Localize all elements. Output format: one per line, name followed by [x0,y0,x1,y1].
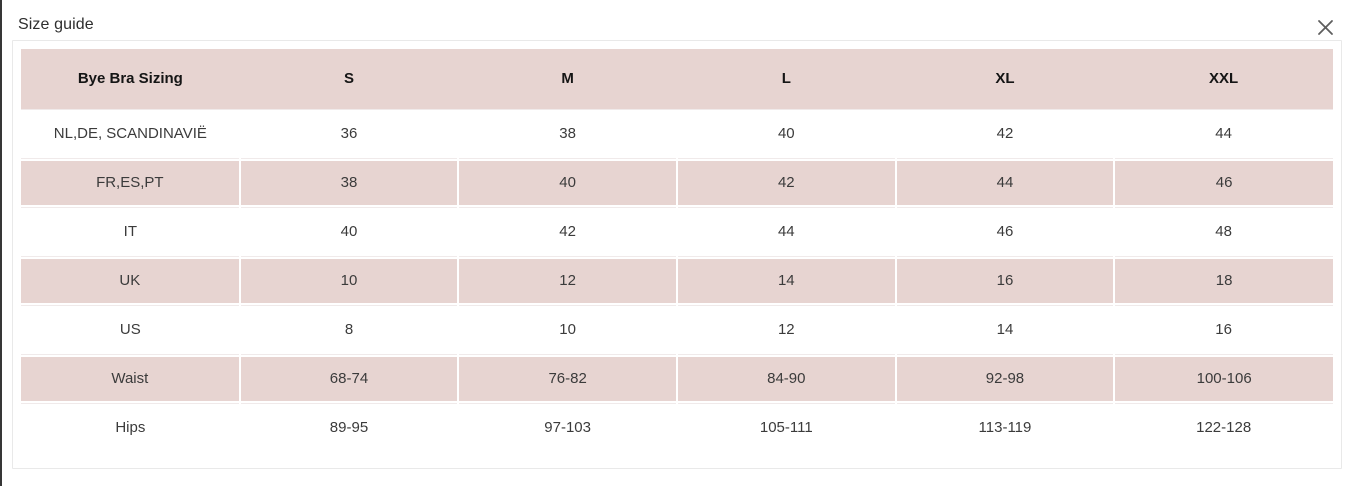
size-cell: 113-119 [895,402,1115,452]
size-column-header: L [676,49,896,109]
header-row: Bye Bra Sizing S M L XL XXL [21,49,1333,109]
size-cell: 44 [894,157,1116,207]
size-cell: 40 [239,206,459,256]
table-row: Hips 89-95 97-103 105-111 113-119 122-128 [21,402,1333,452]
size-cell: 92-98 [894,353,1116,403]
size-cell: 76-82 [457,353,678,403]
size-cell: 100-106 [1113,353,1333,403]
page-title: Size guide [18,15,94,33]
size-cell: 8 [239,304,459,354]
size-column-header: XXL [1114,49,1333,109]
size-column-header: M [458,49,677,109]
size-cell: 105-111 [676,402,896,452]
size-cell: 89-95 [239,402,459,452]
size-cell: 16 [894,255,1116,305]
size-cell: 36 [239,108,459,158]
modal-header: Size guide [2,0,1352,40]
row-label: FR,ES,PT [21,157,241,207]
table-row: US 8 10 12 14 16 [21,304,1333,354]
size-cell: 46 [895,206,1115,256]
row-label: UK [21,255,241,305]
size-column-header: S [239,49,459,109]
corner-header: Bye Bra Sizing [21,49,240,109]
row-label: Hips [21,402,240,452]
size-cell: 42 [895,108,1115,158]
size-column-header: XL [895,49,1115,109]
size-cell: 12 [457,255,678,305]
size-cell: 16 [1114,304,1333,354]
size-cell: 10 [238,255,460,305]
size-table-panel: Bye Bra Sizing S M L XL XXL NL,DE, SCANDINAVI… [12,40,1342,469]
size-cell: 122-128 [1114,402,1333,452]
size-cell: 44 [676,206,896,256]
size-cell: 40 [676,108,896,158]
size-cell: 42 [458,206,677,256]
table-header: Bye Bra Sizing S M L XL XXL [21,49,1333,109]
table-body: NL,DE, SCANDINAVIË 36 38 40 42 44 FR,ES,PT 38 40… [21,108,1333,452]
table-row: Waist 68-74 76-82 84-90 92-98 100-106 [21,353,1333,403]
row-label: Waist [21,353,241,403]
size-cell: 12 [676,304,896,354]
row-label: IT [21,206,240,256]
table-row: NL,DE, SCANDINAVIË 36 38 40 42 44 [21,108,1333,158]
size-cell: 84-90 [675,353,897,403]
size-guide-table: Bye Bra Sizing S M L XL XXL NL,DE, SCANDINAVI… [21,49,1333,452]
table-row: FR,ES,PT 38 40 42 44 46 [21,157,1333,207]
size-cell: 44 [1114,108,1333,158]
size-cell: 14 [675,255,897,305]
row-label: NL,DE, SCANDINAVIË [21,108,240,158]
size-cell: 42 [675,157,897,207]
close-icon [1318,20,1333,35]
size-cell: 10 [458,304,677,354]
table-row: IT 40 42 44 46 48 [21,206,1333,256]
size-cell: 38 [238,157,460,207]
size-cell: 18 [1113,255,1333,305]
size-cell: 40 [457,157,678,207]
row-label: US [21,304,240,354]
size-cell: 38 [458,108,677,158]
close-button[interactable] [1315,17,1336,38]
size-cell: 46 [1113,157,1333,207]
size-cell: 14 [895,304,1115,354]
table-row: UK 10 12 14 16 18 [21,255,1333,305]
size-cell: 68-74 [238,353,460,403]
size-cell: 97-103 [458,402,677,452]
size-cell: 48 [1114,206,1333,256]
